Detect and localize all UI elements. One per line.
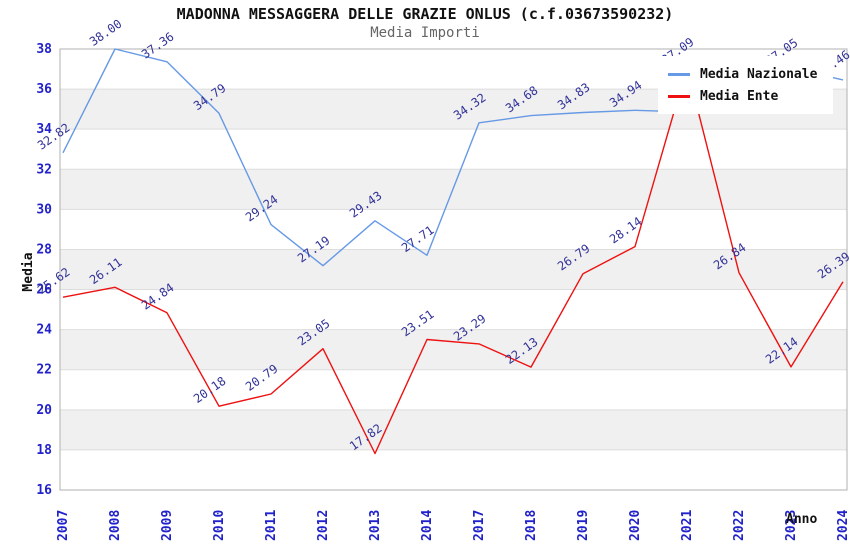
legend-label-nazionale: Media Nazionale <box>700 66 818 82</box>
plot-border <box>59 48 848 491</box>
data-point-label: 20.18 <box>191 374 229 406</box>
x-tick-label: 2008 <box>108 510 123 541</box>
legend-label-ente: Media Ente <box>700 88 779 104</box>
x-tick-label: 2019 <box>576 510 591 541</box>
y-tick-label: 18 <box>36 443 52 458</box>
x-tick-label: 2007 <box>56 510 71 541</box>
legend-item-media-ente: Media Ente <box>668 85 817 107</box>
x-tick-label: 2013 <box>368 510 383 541</box>
legend: Media Nazionale Media Ente <box>658 56 834 114</box>
x-tick-label: 2023 <box>784 510 799 541</box>
data-point-label: 37.36 <box>139 29 177 61</box>
grid-band <box>60 329 847 370</box>
y-tick-label: 32 <box>36 162 52 177</box>
y-tick-label: 20 <box>36 403 52 418</box>
y-tick-label: 36 <box>36 82 52 97</box>
y-tick-label: 16 <box>36 483 52 498</box>
y-tick-label: 28 <box>36 242 52 257</box>
x-axis-title: Anno <box>786 512 818 527</box>
x-tick-label: 2024 <box>836 510 850 541</box>
x-tick-label: 2018 <box>524 510 539 541</box>
x-tick-label: 2021 <box>680 510 695 541</box>
grid-band <box>60 409 847 450</box>
data-point-label: 38.00 <box>87 17 125 49</box>
x-tick-label: 2017 <box>472 510 487 541</box>
x-tick-label: 2011 <box>264 510 279 541</box>
x-tick-label: 2020 <box>628 510 643 541</box>
series-line-media-ente <box>62 66 844 455</box>
legend-line-swatch-ente <box>668 94 690 98</box>
chart-subtitle: Media Importi <box>370 25 480 41</box>
y-tick-label: 30 <box>36 202 52 217</box>
grid-band <box>60 249 847 290</box>
y-tick-label: 22 <box>36 363 52 378</box>
y-tick-label: 38 <box>36 42 52 57</box>
legend-line-swatch-nazionale <box>668 72 690 76</box>
y-axis-title: Media <box>21 252 36 292</box>
x-tick-label: 2014 <box>420 510 435 541</box>
x-tick-label: 2012 <box>316 510 331 541</box>
y-tick-label: 26 <box>36 283 52 298</box>
data-point-label: 28.14 <box>607 214 645 246</box>
legend-item-media-nazionale: Media Nazionale <box>668 63 817 85</box>
chart-title: MADONNA MESSAGGERA DELLE GRAZIE ONLUS (c… <box>176 5 674 23</box>
y-tick-label: 34 <box>36 122 52 137</box>
x-tick-label: 2010 <box>212 510 227 541</box>
y-tick-label: 24 <box>36 323 52 338</box>
x-tick-label: 2022 <box>732 510 747 541</box>
x-tick-label: 2009 <box>160 510 175 541</box>
